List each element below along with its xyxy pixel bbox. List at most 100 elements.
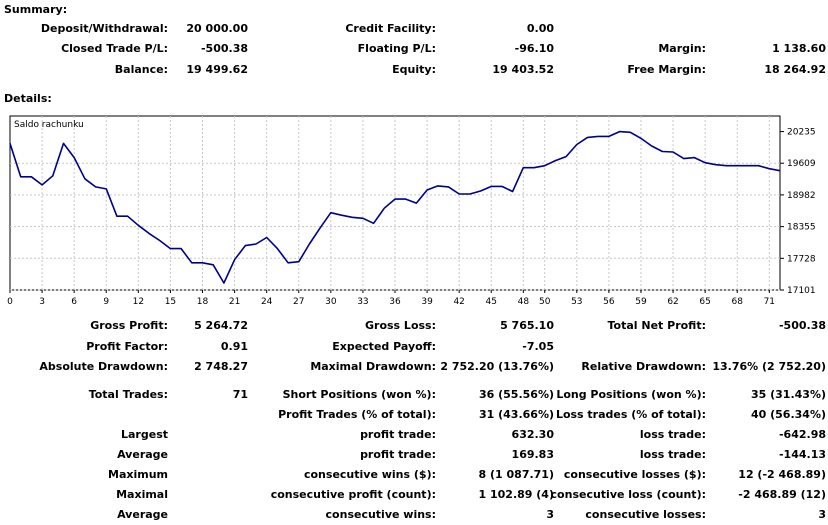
summary-label: Balance: bbox=[114, 63, 168, 76]
stat-label: Total Net Profit: bbox=[607, 319, 707, 332]
trade-value: 1 102.89 (4) bbox=[478, 488, 554, 501]
x-tick-label: 12 bbox=[133, 297, 144, 307]
trade-value: 12 (-2 468.89) bbox=[738, 468, 826, 481]
summary-row: Balance: 19 499.62 Equity: 19 403.52 Free Ma… bbox=[0, 61, 828, 79]
x-tick-label: 65 bbox=[699, 297, 710, 307]
trade-label: Loss trades (% of total): bbox=[555, 408, 706, 421]
x-tick-label: 15 bbox=[165, 297, 176, 307]
plot-area bbox=[9, 115, 781, 291]
summary-label: Credit Facility: bbox=[345, 22, 436, 35]
trade-label: consecutive wins ($): bbox=[303, 468, 436, 481]
x-tick-label: 21 bbox=[229, 297, 240, 307]
summary-value: 20 000.00 bbox=[186, 22, 248, 35]
trade-label: consecutive profit (count): bbox=[270, 488, 436, 501]
trade-row: Total Trades: 71 Short Positions (won %): 3… bbox=[0, 386, 828, 404]
summary-label: Closed Trade P/L: bbox=[61, 42, 168, 55]
trade-label: Total Trades: bbox=[88, 388, 168, 401]
trade-value: 31 (43.66%) bbox=[478, 408, 554, 421]
trade-row: Maximal consecutive profit (count): 1 102.… bbox=[0, 486, 828, 504]
trade-value: -144.13 bbox=[778, 448, 826, 461]
trade-row: Profit Trades (% of total): 31 (43.66%) Lo… bbox=[0, 406, 828, 424]
stat-value: -500.38 bbox=[778, 319, 826, 332]
x-tick-label: 33 bbox=[357, 297, 368, 307]
trade-value: -2 468.89 (12) bbox=[738, 488, 826, 501]
details-title: Details: bbox=[4, 92, 52, 105]
trade-label: consecutive losses: bbox=[585, 508, 706, 521]
stat-value: 2 752.20 (13.76%) bbox=[440, 360, 554, 373]
summary-value: 0.00 bbox=[526, 22, 554, 35]
summary-title: Summary: bbox=[4, 3, 68, 16]
y-tick-label: 18355 bbox=[787, 223, 816, 233]
summary-value: 18 264.92 bbox=[764, 63, 826, 76]
y-tick-label: 17728 bbox=[787, 254, 816, 264]
trade-label: profit trade: bbox=[360, 428, 436, 441]
x-tick-label: 56 bbox=[603, 297, 615, 307]
y-tick-label: 17101 bbox=[787, 286, 816, 296]
stat-label: Relative Drawdown: bbox=[581, 360, 706, 373]
trade-label: loss trade: bbox=[639, 448, 706, 461]
x-tick-label: 50 bbox=[539, 297, 551, 307]
trade-value: 35 (31.43%) bbox=[750, 388, 826, 401]
trade-row: Maximum consecutive wins ($): 8 (1 087.71)… bbox=[0, 466, 828, 484]
y-tick-label: 19609 bbox=[787, 159, 816, 169]
x-tick-label: 36 bbox=[389, 297, 401, 307]
stat-label: Expected Payoff: bbox=[332, 340, 436, 353]
x-tick-label: 42 bbox=[453, 297, 464, 307]
x-tick-label: 45 bbox=[486, 297, 497, 307]
trade-label: consecutive loss (count): bbox=[550, 488, 706, 501]
stat-value: 5 765.10 bbox=[500, 319, 554, 332]
stat-label: Absolute Drawdown: bbox=[39, 360, 168, 373]
x-tick-label: 71 bbox=[764, 297, 775, 307]
trade-label: Maximum bbox=[108, 468, 168, 481]
x-tick-label: 30 bbox=[325, 297, 337, 307]
stat-row: Absolute Drawdown: 2 748.27 Maximal Drawdo… bbox=[0, 358, 828, 376]
x-tick-label: 27 bbox=[293, 297, 304, 307]
trade-label: Short Positions (won %): bbox=[282, 388, 436, 401]
summary-value: -500.38 bbox=[200, 42, 248, 55]
trade-label: Profit Trades (% of total): bbox=[278, 408, 436, 421]
stat-row: Profit Factor: 0.91 Expected Payoff: -7.05 bbox=[0, 338, 828, 356]
stat-label: Gross Loss: bbox=[365, 319, 436, 332]
trade-label: Maximal bbox=[116, 488, 168, 501]
trade-row: Average profit trade: 169.83 loss trade: -14… bbox=[0, 446, 828, 464]
trade-label: profit trade: bbox=[360, 448, 436, 461]
x-tick-label: 48 bbox=[518, 297, 530, 307]
trade-label: consecutive losses ($): bbox=[563, 468, 706, 481]
stat-value: 13.76% (2 752.20) bbox=[712, 360, 826, 373]
trade-value: 3 bbox=[818, 508, 826, 521]
stat-value: -7.05 bbox=[522, 340, 554, 353]
trade-label: Average bbox=[117, 508, 168, 521]
summary-value: 19 499.62 bbox=[186, 63, 248, 76]
trade-label: Long Positions (won %): bbox=[556, 388, 706, 401]
summary-value: 19 403.52 bbox=[492, 63, 554, 76]
x-tick-label: 39 bbox=[421, 297, 433, 307]
summary-label: Free Margin: bbox=[627, 63, 706, 76]
trade-label: loss trade: bbox=[639, 428, 706, 441]
x-tick-label: 18 bbox=[197, 297, 209, 307]
trade-value: 8 (1 087.71) bbox=[478, 468, 554, 481]
stat-label: Profit Factor: bbox=[86, 340, 168, 353]
summary-label: Floating P/L: bbox=[357, 42, 436, 55]
summary-label: Equity: bbox=[392, 63, 436, 76]
stat-row: Gross Profit: 5 264.72 Gross Loss: 5 765.10… bbox=[0, 317, 828, 335]
trade-value: -642.98 bbox=[778, 428, 826, 441]
stat-value: 0.91 bbox=[220, 340, 248, 353]
trade-value: 169.83 bbox=[511, 448, 554, 461]
balance-line bbox=[9, 130, 781, 284]
x-tick-label: 59 bbox=[635, 297, 647, 307]
stat-value: 2 748.27 bbox=[194, 360, 248, 373]
stat-label: Maximal Drawdown: bbox=[310, 360, 436, 373]
trade-value: 36 (55.56%) bbox=[478, 388, 554, 401]
summary-value: 1 138.60 bbox=[772, 42, 826, 55]
x-tick-label: 3 bbox=[39, 297, 45, 307]
x-tick-label: 62 bbox=[667, 297, 678, 307]
y-tick-label: 18982 bbox=[787, 191, 816, 201]
summary-value: -96.10 bbox=[514, 42, 554, 55]
trade-label: consecutive wins: bbox=[325, 508, 436, 521]
summary-label: Margin: bbox=[658, 42, 706, 55]
x-tick-label: 6 bbox=[71, 297, 77, 307]
trade-row: Largest profit trade: 632.30 loss trade: -64… bbox=[0, 426, 828, 444]
summary-row: Closed Trade P/L: -500.38 Floating P/L: -96… bbox=[0, 40, 828, 58]
x-tick-label: 24 bbox=[261, 297, 273, 307]
stat-label: Gross Profit: bbox=[90, 319, 168, 332]
